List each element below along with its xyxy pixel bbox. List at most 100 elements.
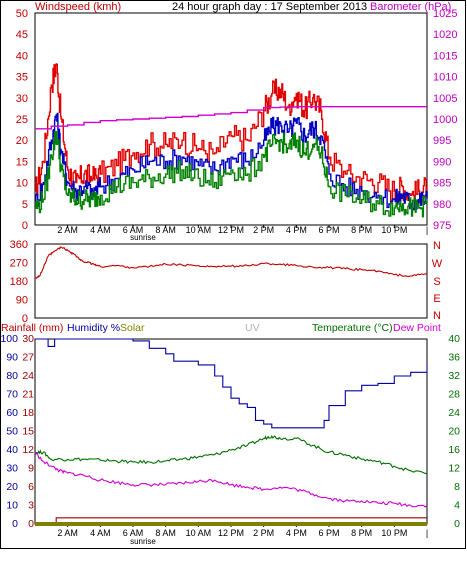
solar-axis-label: Solar [120, 322, 145, 334]
panel1-x-tick-label: 6 PM [318, 225, 339, 235]
panel1-x-tick-label: 4 PM [286, 225, 307, 235]
panel1-left-tick-label: 0 [22, 220, 28, 232]
temperature-axis-label: Temperature (°C) [312, 322, 393, 334]
rain-tick-label: 24 [22, 370, 34, 382]
panel1-x-tick-label: 6 AM [123, 225, 144, 235]
series-gust-line [35, 63, 428, 206]
compass-label: N [433, 310, 441, 322]
humidity-tick-label: 20 [6, 481, 18, 493]
series-avg-line [35, 131, 428, 218]
panel1-x-tick-label: 12 PM [218, 225, 244, 235]
rain-tick-label: 15 [22, 426, 34, 438]
rain-tick-label: 3 [28, 500, 34, 512]
compass-label: E [433, 293, 440, 305]
rain-tick-label: 30 [22, 333, 34, 345]
dewpoint-axis-label: Dew Point [393, 322, 441, 334]
rain-tick-label: 6 [28, 481, 34, 493]
temperature-tick-label: 16 [448, 444, 460, 456]
panel2-left-tick-label: 270 [10, 258, 28, 270]
humidity-tick-label: 40 [6, 444, 18, 456]
panel3-plot-area [34, 338, 428, 525]
humidity-tick-label: 60 [6, 407, 18, 419]
temperature-tick-label: 36 [448, 352, 460, 364]
panel1-x-tick-label: 8 PM [351, 225, 372, 235]
panel1-right-axis-label: Barometer (hPa) [370, 1, 451, 13]
panel1-x-tick-label: 2 PM [253, 225, 274, 235]
panel1-right-tick-label: 1025 [433, 8, 457, 20]
panel1-end-tick: | [426, 225, 428, 235]
panel1-left-tick-label: 25 [16, 114, 28, 126]
humidity-tick-label: 70 [6, 389, 18, 401]
temperature-tick-label: 32 [448, 370, 460, 382]
panel1-left-tick-label: 40 [16, 50, 28, 62]
panel2-left-tick-label: 360 [10, 239, 28, 251]
sunrise-label-bottom: sunrise [130, 537, 156, 546]
panel3-x-tick-label: 8 AM [155, 528, 176, 538]
panel1-x-tick-label: 10 PM [381, 225, 407, 235]
series-direction-line [34, 246, 428, 279]
humidity-tick-label: 10 [6, 500, 18, 512]
compass-label: S [433, 276, 440, 288]
panel3-x-tick-label: 12 PM [218, 528, 244, 538]
panel1-right-tick-label: 980 [433, 199, 451, 211]
panel1-left-tick-label: 20 [16, 135, 28, 147]
series-barometer-line [35, 106, 427, 130]
panel1-right-tick-label: 1010 [433, 72, 457, 84]
humidity-tick-label: 90 [6, 352, 18, 364]
panel2-left-tick-label: 180 [10, 276, 28, 288]
compass-label: N [433, 240, 441, 252]
panel3-end-tick: | [426, 528, 428, 538]
panel1-right-tick-label: 995 [433, 135, 451, 147]
panel1-left-axis-label: Windspeed (kmh) [35, 1, 121, 13]
panel1-x-tick-label: 8 AM [155, 225, 176, 235]
panel1-left-tick-label: 45 [16, 29, 28, 41]
humidity-tick-label: 0 [12, 518, 18, 530]
panel1-left-tick-label: 15 [16, 156, 28, 168]
rain-axis-label: Rainfall (mm) [1, 322, 63, 334]
panel1-x-tick-label: 4 AM [90, 225, 111, 235]
humidity-tick-label: 30 [6, 463, 18, 475]
panel1-right-tick-label: 975 [433, 220, 451, 232]
rain-tick-label: 18 [22, 407, 34, 419]
temperature-tick-label: 0 [454, 518, 460, 530]
panel1-right-tick-label: 1000 [433, 114, 457, 126]
panel3-x-tick-label: 8 PM [351, 528, 372, 538]
panel3-x-tick-label: 6 AM [123, 528, 144, 538]
panel1-right-tick-label: 1020 [433, 29, 457, 41]
panel3-x-tick-label: 2 PM [253, 528, 274, 538]
rain-tick-label: 12 [22, 444, 34, 456]
temperature-tick-label: 40 [448, 333, 460, 345]
humidity-tick-label: 100 [0, 333, 18, 345]
rain-tick-label: 0 [28, 518, 34, 530]
humidity-axis-label: Humidity % [67, 322, 120, 334]
panel3-x-tick-label: 4 PM [286, 528, 307, 538]
series-dewpoint-line [34, 452, 428, 508]
panel1-left-tick-label: 35 [16, 72, 28, 84]
panel1-left-tick-label: 50 [16, 8, 28, 20]
rain-tick-label: 9 [28, 463, 34, 475]
panel3-x-tick-label: 10 PM [381, 528, 407, 538]
panel3-x-tick-label: 2 AM [57, 528, 78, 538]
panel1-right-tick-label: 1005 [433, 93, 457, 105]
rain-tick-label: 27 [22, 352, 34, 364]
panel1-right-tick-label: 985 [433, 178, 451, 190]
panel1-left-tick-label: 5 [22, 199, 28, 211]
panel1-left-tick-label: 30 [16, 93, 28, 105]
series-humidity-line [35, 338, 428, 429]
rain-tick-label: 21 [22, 389, 34, 401]
chart-title: 24 hour graph day : 17 September 2013 [172, 1, 367, 13]
panel1-right-tick-label: 990 [433, 156, 451, 168]
humidity-tick-label: 80 [6, 370, 18, 382]
panel1-right-tick-label: 1015 [433, 50, 457, 62]
panel2-left-tick-label: 0 [22, 313, 28, 325]
temperature-tick-label: 24 [448, 407, 460, 419]
temperature-tick-label: 8 [454, 481, 460, 493]
outer-frame [0, 0, 466, 549]
panel3-x-tick-label: 6 PM [318, 528, 339, 538]
temperature-tick-label: 12 [448, 463, 460, 475]
panel3-x-tick-label: 10 AM [186, 528, 212, 538]
temperature-tick-label: 28 [448, 389, 460, 401]
panel1-x-tick-label: 2 AM [57, 225, 78, 235]
